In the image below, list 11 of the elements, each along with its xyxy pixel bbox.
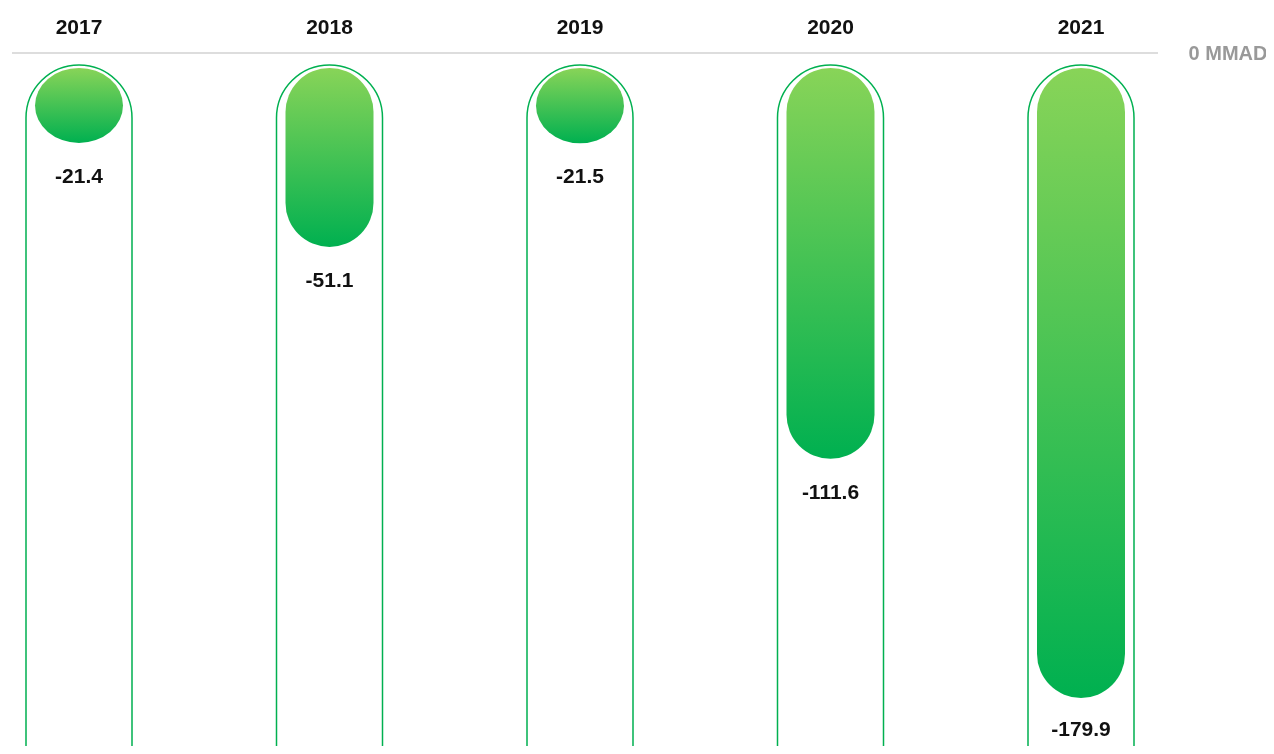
x-tick-label: 2021: [1057, 15, 1105, 38]
x-tick-label: 2017: [55, 15, 103, 38]
data-label: -21.5: [556, 164, 605, 188]
data-label: -21.4: [55, 163, 104, 187]
data-label: -179.9: [1051, 717, 1111, 740]
data-label: -111.6: [801, 479, 860, 503]
text: 0 MMAD: [1188, 42, 1268, 64]
x-tick-label: 2018: [306, 15, 354, 38]
x-tick-label: 2020: [807, 15, 854, 38]
x-tick-label: 2019: [556, 15, 604, 38]
data-label: -51.1: [305, 267, 354, 291]
